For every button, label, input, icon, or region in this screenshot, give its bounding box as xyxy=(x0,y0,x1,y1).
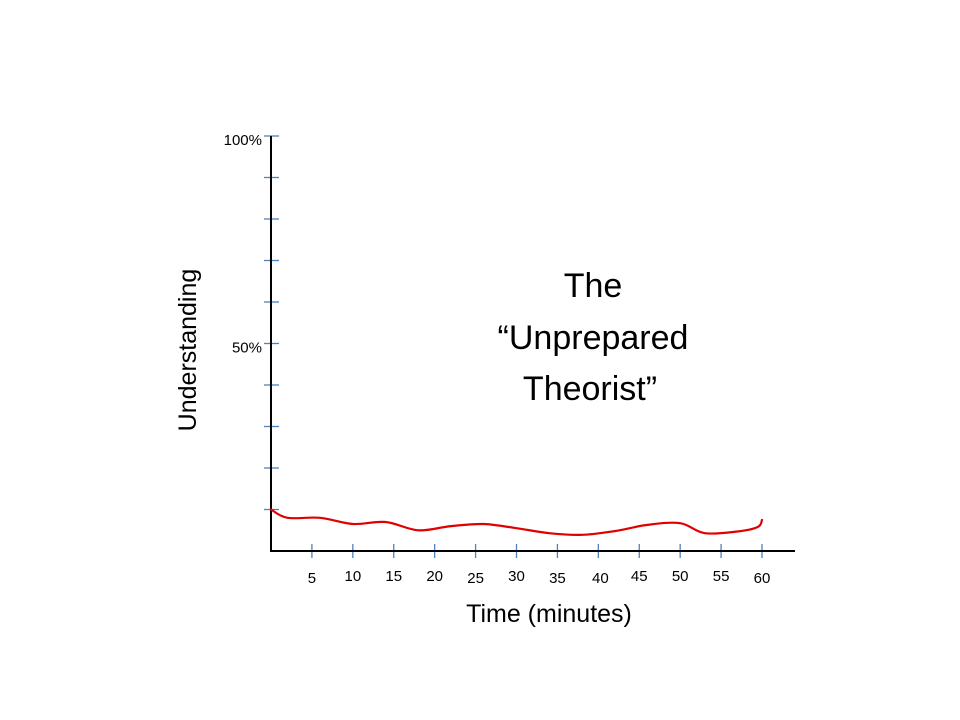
x-tick-label-40: 40 xyxy=(592,570,609,587)
x-tick-label-30: 30 xyxy=(508,568,525,585)
x-tick-label-20: 20 xyxy=(426,568,443,585)
y-tick-label-100: 100% xyxy=(224,132,262,149)
y-tick-label-50: 50% xyxy=(232,340,262,357)
x-tick-label-5: 5 xyxy=(308,570,316,587)
x-tick-label-55: 55 xyxy=(713,568,730,585)
x-tick-label-60: 60 xyxy=(754,570,771,587)
x-tick-label-35: 35 xyxy=(549,570,566,587)
understanding-line xyxy=(269,508,764,536)
x-axis-tick-labels: 5 10 15 20 25 30 35 40 45 50 55 60 xyxy=(308,568,771,587)
chart-title-line-3: Theorist” xyxy=(523,370,657,408)
x-tick-label-10: 10 xyxy=(344,568,361,585)
x-axis-title: Time (minutes) xyxy=(466,600,632,628)
chart-title-line-2: “Unprepared xyxy=(498,319,689,357)
chart-title-line-1: The xyxy=(564,267,623,305)
x-tick-label-45: 45 xyxy=(631,568,648,585)
x-tick-label-50: 50 xyxy=(672,568,689,585)
y-axis-title: Understanding xyxy=(174,269,202,432)
x-tick-label-15: 15 xyxy=(385,568,402,585)
x-tick-label-25: 25 xyxy=(467,570,484,587)
y-axis-tick-labels: 50% 100% xyxy=(224,132,262,357)
